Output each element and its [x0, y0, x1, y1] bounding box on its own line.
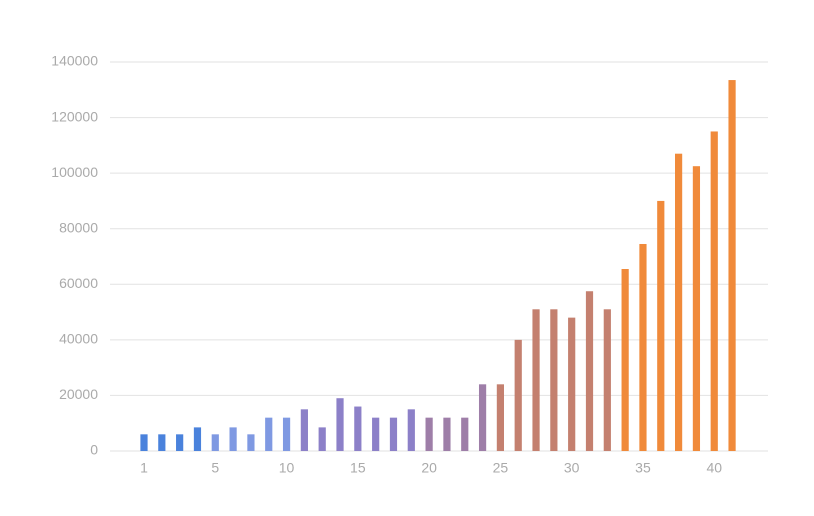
bar: [247, 434, 255, 451]
bar: [300, 409, 308, 451]
y-tick-label: 20000: [59, 386, 98, 402]
y-tick-label: 0: [90, 442, 98, 458]
y-tick-label: 100000: [51, 164, 98, 180]
x-tick-label: 1: [140, 460, 148, 476]
bar: [158, 434, 166, 451]
bar: [211, 434, 219, 451]
x-tick-label: 15: [350, 460, 366, 476]
x-tick-label: 25: [493, 460, 509, 476]
bar: [265, 417, 273, 451]
bar: [568, 317, 576, 451]
bar: [389, 417, 398, 451]
bar: [585, 291, 594, 451]
bar: [692, 166, 701, 452]
bar: [639, 243, 647, 451]
bar: [478, 384, 487, 451]
bar: [229, 427, 237, 451]
bar: [282, 417, 291, 451]
bar: [657, 200, 665, 451]
y-tick-label: 140000: [51, 53, 98, 69]
bar: [407, 409, 415, 451]
bar: [496, 384, 504, 451]
bar: [461, 417, 469, 451]
x-tick-label: 35: [635, 460, 651, 476]
bar: [140, 434, 148, 451]
x-tick-label: 10: [279, 460, 295, 476]
y-tick-label: 80000: [59, 219, 98, 235]
x-tick-label: 5: [211, 460, 219, 476]
bar: [675, 153, 683, 451]
bar: [354, 406, 362, 451]
bar: [728, 80, 736, 451]
bar: [425, 417, 433, 451]
bar: [336, 398, 344, 451]
bar: [532, 309, 540, 451]
bar: [318, 427, 326, 451]
bar: [372, 417, 380, 451]
x-tick-label: 30: [564, 460, 580, 476]
bar: [710, 131, 718, 451]
bar: [550, 309, 558, 451]
bar: [176, 434, 184, 451]
x-tick-label: 40: [706, 460, 722, 476]
bar: [621, 269, 629, 451]
x-tick-label: 20: [421, 460, 437, 476]
bar: [514, 339, 522, 451]
bar: [603, 309, 611, 451]
y-tick-label: 40000: [59, 331, 98, 347]
y-tick-label: 60000: [59, 275, 98, 291]
bar: [443, 417, 451, 451]
bar: [193, 427, 202, 451]
y-tick-label: 120000: [51, 108, 98, 124]
